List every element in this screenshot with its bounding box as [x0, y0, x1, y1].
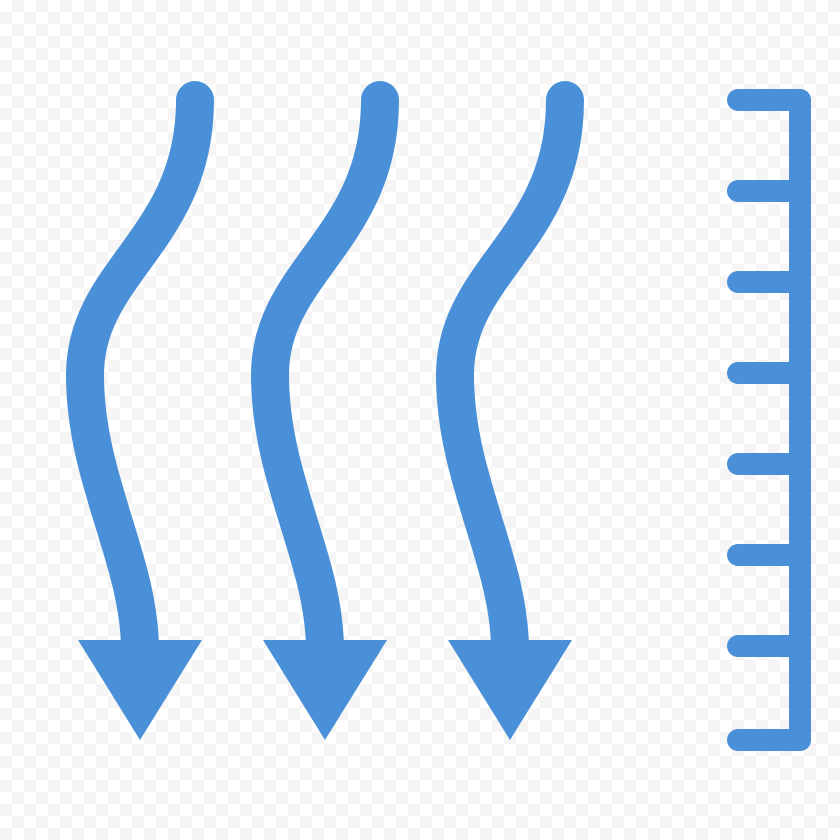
wave-shaft [85, 100, 195, 650]
wavy-down-arrows-group [78, 100, 572, 740]
atmospheric-pressure-icon [0, 0, 840, 840]
wave-shaft [455, 100, 565, 650]
ruler-scale [738, 100, 800, 740]
arrowhead-down-icon [448, 640, 572, 740]
arrowhead-down-icon [78, 640, 202, 740]
wave-shaft [270, 100, 380, 650]
arrowhead-down-icon [263, 640, 387, 740]
